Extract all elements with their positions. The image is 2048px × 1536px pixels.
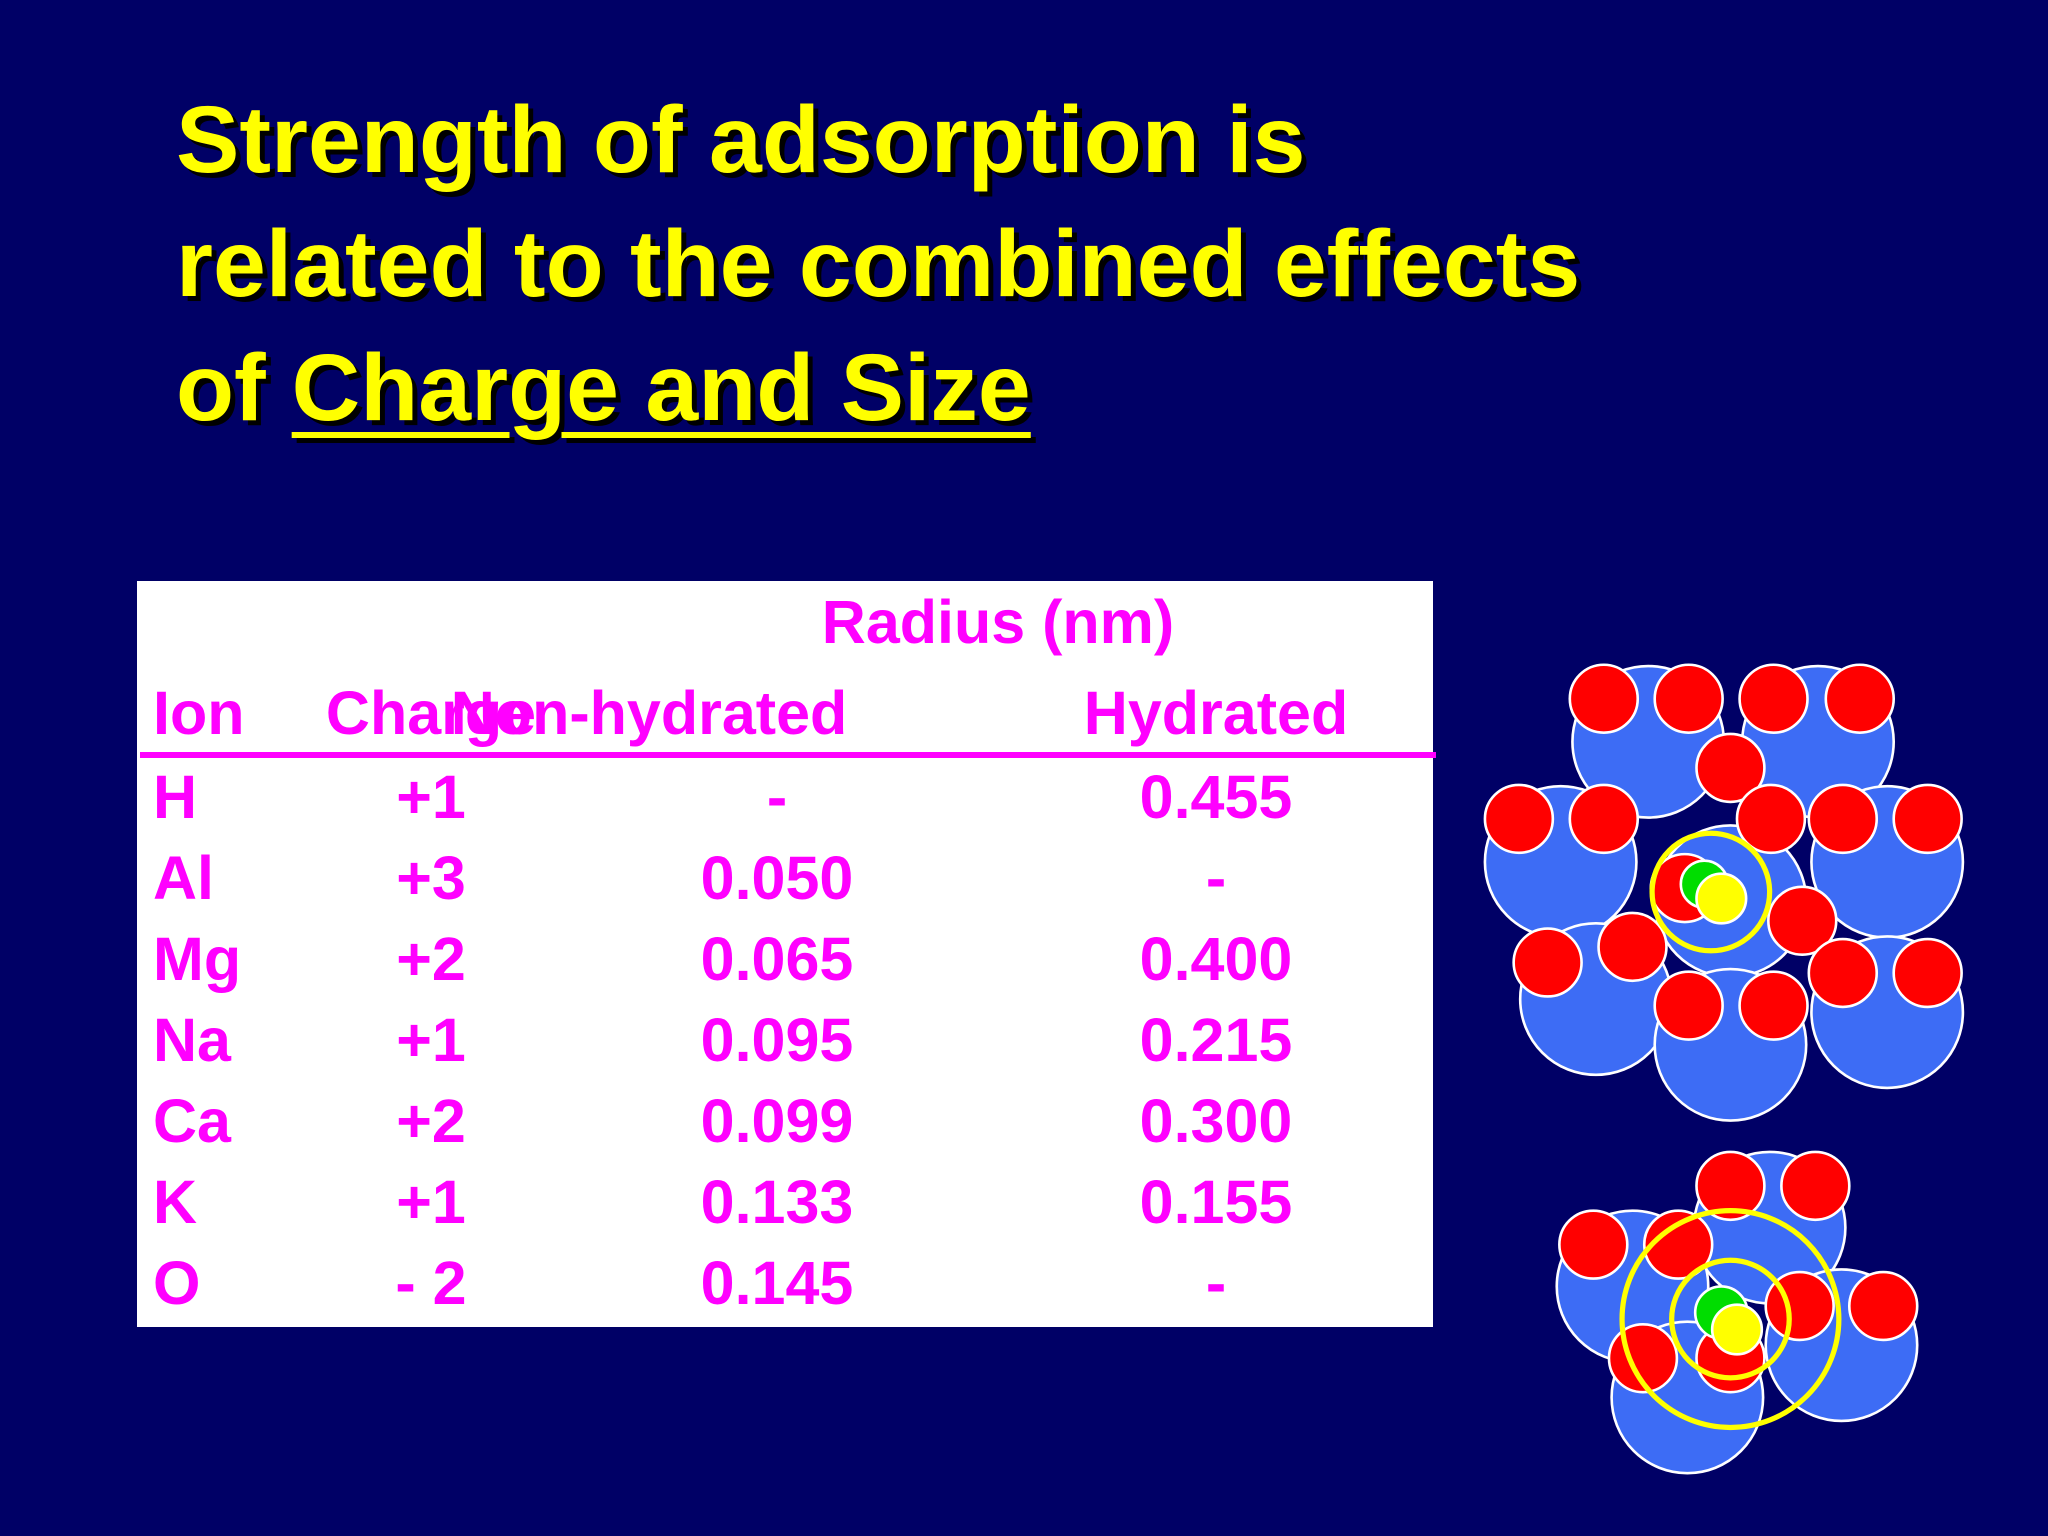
water-hydrogen bbox=[1807, 783, 1879, 855]
table-cell: +1 bbox=[396, 763, 466, 831]
table-cell: Na bbox=[153, 1006, 231, 1074]
group-header: Radius (nm) bbox=[821, 588, 1175, 656]
cation bbox=[1710, 1303, 1764, 1356]
table-cell: +1 bbox=[396, 1168, 466, 1236]
water-hydrogen bbox=[1653, 663, 1724, 734]
hydration-ring bbox=[1619, 1208, 1842, 1431]
title-line: of Charge and Size bbox=[176, 326, 1580, 450]
water-hydrogen bbox=[1735, 783, 1807, 855]
header-rule bbox=[140, 752, 1436, 758]
water-hydrogen bbox=[1653, 970, 1724, 1041]
water-hydrogen bbox=[1512, 927, 1583, 998]
water-hydrogen bbox=[1568, 663, 1640, 734]
water-hydrogen bbox=[1738, 663, 1809, 734]
water-hydrogen bbox=[1780, 1150, 1851, 1222]
table-cell: - 2 bbox=[395, 1249, 467, 1317]
table-cell: K bbox=[153, 1168, 198, 1236]
water-hydrogen bbox=[1767, 885, 1838, 956]
hydration-ring bbox=[1649, 830, 1773, 954]
water-hydrogen bbox=[1892, 937, 1963, 1009]
water-hydrogen bbox=[1568, 783, 1640, 855]
table-cell: 0.050 bbox=[700, 844, 854, 912]
hydrated-cluster bbox=[1483, 663, 1965, 1122]
table-cell: +1 bbox=[396, 1006, 466, 1074]
table-cell: 0.455 bbox=[1139, 763, 1293, 831]
column-header: Ion bbox=[153, 679, 245, 747]
table-cell: 0.400 bbox=[1139, 925, 1293, 993]
table-cell: H bbox=[153, 763, 198, 831]
water-hydrogen bbox=[1807, 937, 1879, 1009]
ion-table: Radius (nm) Ion Charge Non-hydrated Hydrated… bbox=[137, 581, 1436, 1327]
cation bbox=[1695, 872, 1748, 925]
title-line: Strength of adsorption is bbox=[176, 87, 1306, 193]
table-cell: 0.145 bbox=[700, 1249, 854, 1317]
table-cell: Al bbox=[153, 844, 214, 912]
table-cell: 0.065 bbox=[700, 925, 854, 993]
title-line: related to the combined effects bbox=[176, 211, 1581, 317]
column-header: Hydrated bbox=[1083, 679, 1349, 747]
table-cell: - bbox=[766, 763, 788, 831]
water-hydrogen bbox=[1824, 663, 1896, 734]
table-cell: +2 bbox=[396, 925, 466, 993]
water-hydrogen bbox=[1892, 783, 1963, 855]
table-cell: - bbox=[1205, 844, 1227, 912]
table-cell: 0.133 bbox=[700, 1168, 854, 1236]
table-cell: +3 bbox=[396, 844, 466, 912]
water-hydrogen bbox=[1558, 1209, 1629, 1280]
water-hydrogen bbox=[1642, 1209, 1714, 1280]
table-cell: - bbox=[1205, 1249, 1227, 1317]
table-cell: O bbox=[153, 1249, 201, 1317]
table-cell: Ca bbox=[153, 1087, 231, 1155]
hydration-ring bbox=[1669, 1257, 1792, 1381]
table-cell: +2 bbox=[396, 1087, 466, 1155]
water-hydrogen bbox=[1695, 732, 1766, 804]
water-hydrogen bbox=[1847, 1270, 1919, 1342]
title-emphasis: Charge and Size bbox=[291, 335, 1031, 441]
table-cell: 0.215 bbox=[1139, 1006, 1293, 1074]
water-hydrogen bbox=[1597, 911, 1668, 983]
table-cell: 0.095 bbox=[700, 1006, 854, 1074]
water-hydrogen bbox=[1695, 1150, 1766, 1222]
small-cluster bbox=[1555, 1150, 1919, 1475]
table-cell: 0.099 bbox=[700, 1087, 854, 1155]
column-header: Charge bbox=[325, 679, 537, 747]
water-hydrogen bbox=[1738, 970, 1809, 1041]
title-text: of bbox=[176, 335, 266, 441]
column-header: Non-hydrated bbox=[450, 679, 848, 747]
table-cell: Mg bbox=[153, 925, 242, 993]
slide-title: Strength of adsorption is related to the… bbox=[176, 78, 1580, 450]
water-hydrogen bbox=[1483, 783, 1555, 855]
table-cell: 0.300 bbox=[1139, 1087, 1293, 1155]
table-cell: 0.155 bbox=[1139, 1168, 1293, 1236]
